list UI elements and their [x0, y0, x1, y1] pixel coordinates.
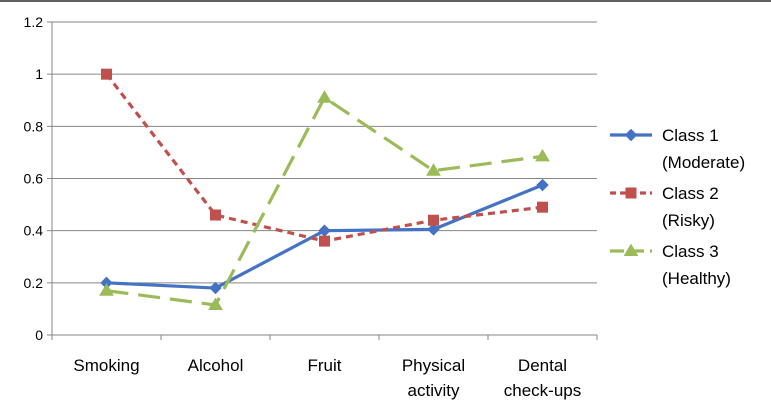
legend: Class 1 (Moderate) Class 2 (Risky) Class 3 (H…	[610, 126, 745, 288]
legend-marker	[625, 187, 637, 199]
y-tick-label: 1.2	[24, 14, 44, 30]
data-point	[428, 214, 439, 226]
data-point	[319, 235, 330, 247]
series-line	[106, 96, 543, 307]
data-point	[209, 281, 222, 295]
data-point	[101, 68, 112, 80]
series-2	[101, 68, 548, 247]
axes: 0 0.2 0.4 0.6 0.8 1 1.2 Smoking Alcohol Fruit Phys…	[24, 14, 598, 400]
y-tick-label: 0	[35, 327, 43, 343]
y-tick-label: 0.6	[24, 171, 44, 187]
legend-marker	[624, 128, 638, 142]
legend-entry-1: Class 1 (Moderate)	[610, 126, 745, 172]
data-point	[427, 223, 440, 236]
legend-label: Class 3 (Healthy)	[662, 242, 731, 288]
data-point	[426, 163, 441, 176]
data-point	[208, 297, 223, 311]
series-lines	[99, 68, 550, 311]
x-tick-label: Fruit	[308, 356, 342, 375]
y-tick-label: 0.8	[24, 118, 44, 134]
legend-label: Class 2 (Risky)	[662, 184, 719, 230]
series-3	[99, 90, 550, 311]
x-tick-label: Dental check-ups	[504, 356, 581, 400]
data-point	[537, 201, 548, 213]
data-point	[536, 178, 549, 192]
x-tick-label: Smoking	[73, 356, 139, 375]
y-tick-label: 0.4	[24, 223, 44, 239]
data-point	[318, 224, 331, 237]
y-tick-label: 0.2	[24, 275, 44, 291]
x-tick-label: Physical activity	[402, 356, 465, 400]
data-point	[317, 90, 332, 103]
data-point	[535, 148, 550, 162]
data-point	[210, 209, 221, 221]
legend-marker	[623, 243, 639, 257]
data-point	[99, 283, 114, 296]
y-tick-label: 1	[35, 66, 43, 82]
legend-entry-2: Class 2 (Risky)	[610, 184, 719, 230]
gridlines	[0, 0, 771, 284]
legend-label: Class 1 (Moderate)	[662, 126, 745, 172]
legend-entry-3: Class 3 (Healthy)	[610, 242, 731, 288]
x-tick-label: Alcohol	[188, 356, 244, 375]
